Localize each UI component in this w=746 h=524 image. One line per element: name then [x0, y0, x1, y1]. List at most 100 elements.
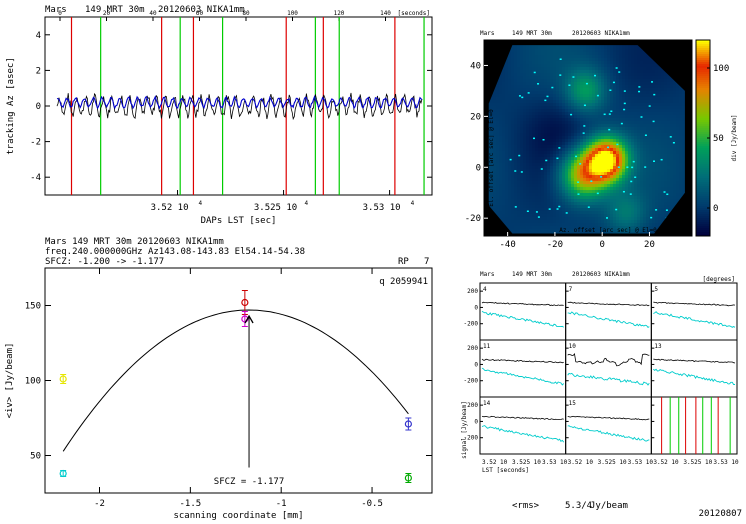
p3-cell	[565, 178, 568, 181]
p3-cell	[511, 100, 514, 103]
p3-cell	[652, 169, 655, 172]
p3-cell	[613, 139, 616, 142]
p3-cell	[640, 214, 643, 217]
p3-cell	[544, 205, 547, 208]
p3-cell	[595, 85, 598, 88]
p3-cell	[529, 184, 532, 187]
p3-cell	[514, 184, 517, 187]
p3-cell	[538, 187, 541, 190]
p3-cell	[601, 211, 604, 214]
p3-cell	[559, 223, 562, 226]
p3-cell	[586, 199, 589, 202]
p3-cell	[616, 223, 619, 226]
p3-cell	[634, 154, 637, 157]
p3-sample-mark	[583, 104, 586, 107]
p3-cell	[508, 175, 511, 178]
p3-cell	[511, 145, 514, 148]
p3-cell	[568, 166, 571, 169]
p3-cell	[532, 223, 535, 226]
p3-cell	[517, 127, 520, 130]
p3-cell	[565, 175, 568, 178]
p3-cell	[526, 127, 529, 130]
p3-cell	[592, 163, 595, 166]
p3-cell	[499, 94, 502, 97]
p3-cell	[670, 88, 673, 91]
p3-cell	[616, 49, 619, 52]
p3-cell	[526, 118, 529, 121]
p3-cbar-cell	[696, 114, 710, 117]
p3-cell	[568, 46, 571, 49]
p3-cell	[565, 118, 568, 121]
p3-cell	[589, 45, 592, 46]
p3-cell	[529, 88, 532, 91]
p3-cell	[571, 64, 574, 67]
p3-cell	[538, 70, 541, 73]
p3-cell	[634, 217, 637, 220]
p3-cell	[562, 160, 565, 163]
p3-cell	[514, 154, 517, 157]
p3-cell	[538, 67, 541, 70]
p3-cell	[613, 94, 616, 97]
p3-cell	[547, 163, 550, 166]
p3-cell	[628, 211, 631, 214]
p3-cell	[643, 91, 646, 94]
p3-cell	[652, 103, 655, 106]
p3-cell	[589, 175, 592, 178]
p3-cell	[583, 97, 586, 100]
p3-cell	[658, 187, 661, 190]
p3-sample-mark	[638, 86, 641, 88]
p3-cell	[676, 172, 679, 175]
p3-cell	[523, 160, 526, 163]
p3-cell	[580, 172, 583, 175]
p3-cell	[661, 88, 664, 91]
p3-cell	[667, 199, 670, 202]
p3-cell	[649, 106, 652, 109]
p3-cell	[586, 229, 589, 232]
p3-cell	[559, 229, 562, 232]
p3-cell	[571, 166, 574, 169]
p3-cell	[649, 103, 652, 106]
p3-cell	[580, 196, 583, 199]
p3-sample-mark	[565, 212, 568, 214]
p3-cell	[508, 124, 511, 127]
p3-cell	[676, 178, 679, 181]
p3-cell	[493, 202, 496, 205]
p3-cell	[628, 226, 631, 229]
p3-cell	[553, 157, 556, 160]
p3-cell	[625, 109, 628, 112]
p3-cell	[499, 211, 502, 214]
p3-cell	[580, 142, 583, 145]
p3-cell	[514, 103, 517, 106]
p3-cell	[670, 121, 673, 124]
p3-cell	[592, 208, 595, 211]
p3-cell	[565, 52, 568, 55]
p3-cell	[637, 115, 640, 118]
p3-cell	[676, 160, 679, 163]
p3-cell	[505, 121, 508, 124]
p3-cell	[592, 205, 595, 208]
p3-cell	[607, 202, 610, 205]
p3-cell	[640, 202, 643, 205]
p3-cell	[610, 85, 613, 88]
p3-cell	[643, 121, 646, 124]
p3-cell	[625, 118, 628, 121]
p3-cell	[529, 163, 532, 166]
p3-cell	[583, 229, 586, 232]
p3-cell	[634, 103, 637, 106]
p3-cell	[577, 67, 580, 70]
p3-cell	[541, 85, 544, 88]
p3-cell	[562, 184, 565, 187]
p3-cell	[586, 100, 589, 103]
p3-cell	[577, 103, 580, 106]
p3-cell	[586, 142, 589, 145]
p3-cell	[613, 52, 616, 55]
p3-cell	[598, 79, 601, 82]
p3-cell	[652, 73, 655, 76]
p3-cell	[571, 55, 574, 58]
p3-cell	[529, 142, 532, 145]
p4-cell-frame	[565, 282, 652, 341]
p3-cell	[625, 49, 628, 52]
p3-cell	[592, 160, 595, 163]
p3-cell	[607, 151, 610, 154]
